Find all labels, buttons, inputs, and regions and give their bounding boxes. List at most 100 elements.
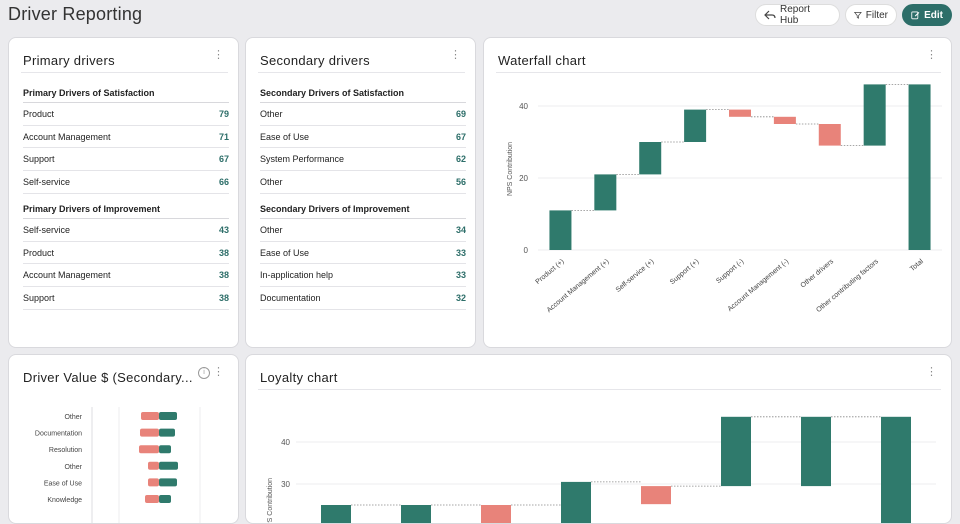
y-tick-label: 30 (281, 480, 290, 489)
filter-icon (854, 12, 862, 19)
bar-positive (159, 428, 175, 437)
more-options-icon[interactable]: ⋮ (926, 49, 937, 61)
card-title: Loyalty chart (260, 370, 338, 385)
loyalty-card: Loyalty chart ⋮ 30 40 NPS Contribution (245, 354, 952, 524)
bar-negative (139, 445, 159, 454)
bar (721, 416, 751, 487)
bar-positive (159, 412, 177, 420)
table-row: Product 38 (23, 242, 229, 265)
secondary-satisfaction-section: Secondary Drivers of Satisfaction Other 6… (260, 84, 466, 194)
bar-negative (140, 428, 159, 437)
bar (729, 109, 751, 117)
filter-button[interactable]: Filter (845, 4, 897, 26)
bar (908, 84, 931, 251)
x-tick-label: Self-service (+) (615, 258, 656, 294)
category-label: Other (64, 464, 82, 471)
card-title: Driver Value $ (Secondary... (23, 370, 193, 385)
table-row: Self-service 66 (23, 171, 229, 194)
x-tick-label: Support (+) (669, 258, 700, 286)
more-options-icon[interactable]: ⋮ (213, 49, 224, 61)
y-axis-label: NPS Contribution (507, 142, 514, 196)
bar-positive (159, 445, 171, 454)
table-row: Other 34 (260, 219, 466, 242)
driver-value-chart: Other Documentation Resolution Other Ease of… (35, 407, 201, 523)
category-label: Other (64, 414, 82, 421)
bar (863, 84, 886, 146)
bar (881, 416, 911, 523)
y-tick-label: 40 (281, 438, 290, 447)
category-label: Documentation (35, 431, 82, 438)
x-tick-label: Total (909, 258, 925, 273)
bar (321, 505, 351, 523)
card-title: Waterfall chart (498, 53, 586, 68)
y-axis-label: NPS Contribution (267, 478, 274, 524)
edit-button[interactable]: Edit (902, 4, 952, 26)
bar-negative (145, 495, 159, 503)
secondary-improvement-section: Secondary Drivers of Improvement Other 34… (260, 200, 466, 310)
filter-label: Filter (865, 9, 888, 21)
table-row: Support 67 (23, 148, 229, 172)
report-hub-button[interactable]: Report Hub (755, 4, 840, 26)
category-label: Ease of Use (44, 480, 82, 487)
x-tick-label: Other drivers (800, 258, 836, 290)
bar (818, 124, 841, 146)
table-row: In-application help 33 (260, 264, 466, 288)
bar-negative (148, 461, 159, 470)
bar-negative (141, 412, 159, 420)
bar (684, 109, 707, 142)
bar (801, 416, 831, 487)
waterfall-card: Waterfall chart ⋮ 0 20 40 NPS Contribution P… (483, 37, 952, 348)
bar-negative (148, 478, 159, 487)
primary-drivers-card: Primary drivers ⋮ Primary Drivers of Sat… (8, 37, 239, 348)
section-heading: Primary Drivers of Satisfaction (23, 84, 229, 103)
bar-positive (159, 478, 177, 487)
x-tick-label: Product (+) (535, 258, 566, 286)
bar (549, 210, 572, 250)
table-row: Ease of Use 33 (260, 242, 466, 265)
table-row: Account Management 71 (23, 126, 229, 149)
table-row: Other 69 (260, 103, 466, 126)
y-tick-label: 40 (519, 102, 528, 111)
table-row: System Performance 62 (260, 148, 466, 172)
more-options-icon[interactable]: ⋮ (213, 366, 224, 378)
loyalty-chart: 30 40 NPS Contribution (267, 416, 936, 524)
x-tick-label: Support (-) (715, 258, 745, 285)
primary-satisfaction-section: Primary Drivers of Satisfaction Product 7… (23, 84, 229, 194)
edit-icon (911, 11, 920, 20)
bar (481, 505, 511, 523)
card-title: Secondary drivers (260, 53, 370, 68)
secondary-drivers-card: Secondary drivers ⋮ Secondary Drivers of… (245, 37, 476, 348)
report-hub-label: Report Hub (779, 4, 810, 26)
more-options-icon[interactable]: ⋮ (926, 366, 937, 378)
more-options-icon[interactable]: ⋮ (450, 49, 461, 61)
section-heading: Secondary Drivers of Improvement (260, 200, 466, 219)
info-icon[interactable]: i (198, 367, 210, 379)
table-row: Other 56 (260, 171, 466, 194)
driver-value-card: Driver Value $ (Secondary... i ⋮ Other Do… (8, 354, 239, 524)
table-row: Self-service 43 (23, 219, 229, 242)
table-row: Product 79 (23, 103, 229, 126)
page-title: Driver Reporting (8, 4, 143, 24)
primary-improvement-section: Primary Drivers of Improvement Self-serv… (23, 200, 229, 310)
y-tick-label: 20 (519, 174, 528, 183)
table-row: Account Management 38 (23, 264, 229, 288)
section-heading: Primary Drivers of Improvement (23, 200, 229, 219)
table-row: Ease of Use 67 (260, 126, 466, 149)
table-row: Support 38 (23, 287, 229, 310)
bar (561, 481, 591, 523)
category-label: Knowledge (47, 497, 82, 504)
table-row: Documentation 32 (260, 287, 466, 310)
edit-label: Edit (924, 9, 943, 21)
section-heading: Secondary Drivers of Satisfaction (260, 84, 466, 103)
share-icon (764, 10, 776, 20)
category-label: Resolution (49, 447, 82, 454)
bar (773, 116, 796, 124)
bar (641, 486, 671, 505)
bar-positive (159, 461, 178, 470)
bar (594, 174, 617, 211)
y-tick-label: 0 (524, 246, 529, 255)
bar-positive (159, 495, 171, 503)
bar (639, 142, 662, 175)
bar (401, 505, 431, 523)
